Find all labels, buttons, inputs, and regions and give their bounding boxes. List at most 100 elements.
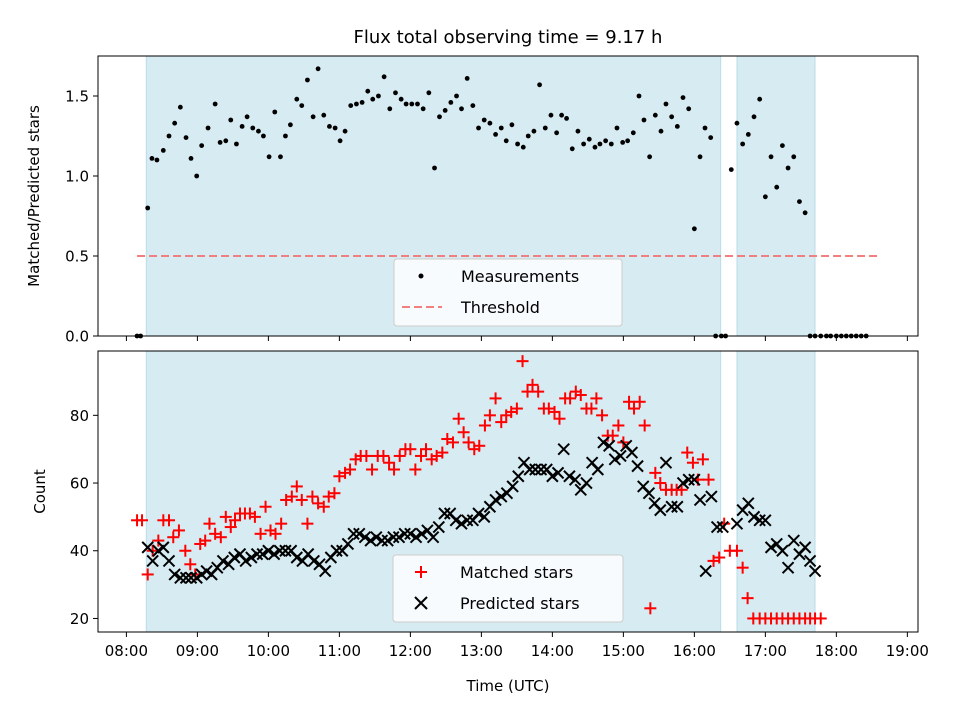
data-point-stroke [517,456,531,469]
data-point-stroke [580,476,593,490]
data-point-stroke [557,442,570,456]
top-panel-frame [97,55,919,337]
data-point [515,141,520,147]
data-point [446,436,459,449]
data-point [676,476,690,490]
data-point [426,90,432,96]
x-tick-label: 12:00 [389,642,432,660]
data-point [381,74,387,80]
data-point-stroke [279,544,292,557]
data-point [337,138,343,144]
data-point [366,463,379,476]
data-point [512,470,525,483]
legend-label-predicted: Predicted stars [460,594,580,613]
data-point [493,132,498,137]
data-point [575,128,581,134]
data-point [194,173,200,179]
y-tick-label: 0.5 [65,248,89,266]
data-point-stroke [239,554,252,568]
data-point-stroke [602,439,616,453]
data-point-stroke [273,544,286,557]
data-point-stroke [228,551,241,564]
data-point [641,117,647,123]
data-point-stroke [478,510,491,524]
data-point [328,487,341,500]
data-point-stroke [443,507,457,520]
data-point-stroke [631,459,644,473]
bottom-panel-y-ticks: 20 40 60 80 [70,407,98,628]
data-point-stroke [776,544,789,557]
data-point [403,101,409,107]
data-point [753,514,766,527]
data-point-stroke [330,544,343,557]
y-tick-label: 40 [70,542,89,560]
data-point [551,466,565,480]
data-point [473,439,486,452]
data-point [452,412,465,425]
data-point-stroke [625,446,639,459]
data-point [638,419,651,432]
data-point [136,514,149,527]
data-point [654,503,667,517]
data-point [141,541,154,554]
data-point-stroke [370,530,383,544]
data-point [287,122,293,128]
data-point [376,93,381,99]
data-point [460,514,474,527]
data-point [797,199,802,205]
data-point-stroke [759,514,772,527]
data-point [256,128,261,134]
data-point [574,389,587,402]
data-point [364,534,377,547]
data-point [686,456,699,469]
data-point-stroke [614,449,627,463]
data-point [478,510,491,524]
data-point [596,409,609,422]
data-point [449,514,463,527]
data-point [759,514,772,527]
data-point [606,429,619,442]
data-point [162,554,176,568]
data-point [710,520,724,534]
data-point [228,117,234,123]
data-point-stroke [250,547,264,561]
data-point [404,443,417,456]
data-point [779,143,785,149]
data-point [166,133,172,139]
data-point [415,449,428,462]
data-point [531,128,537,134]
data-point-stroke [438,507,451,520]
data-point-stroke [597,436,610,449]
observing-windows [145,55,816,337]
data-point [636,93,642,99]
data-point [787,534,800,547]
data-point [183,135,189,141]
data-point [462,436,475,449]
y-tick-label: 1.0 [65,168,89,186]
data-point [305,77,310,83]
x-tick-label: 13:00 [460,642,503,660]
data-point-stroke [347,527,360,541]
data-point [630,130,636,136]
data-point [310,114,316,120]
data-point [713,551,726,564]
data-point-stroke [409,530,423,544]
data-point [250,125,256,131]
y-tick-label: 0.0 [65,328,89,346]
x-tick-label: 09:00 [176,642,219,660]
data-point [602,439,616,453]
data-point-stroke [415,527,428,541]
data-point [489,392,502,405]
data-point-stroke [387,530,400,544]
data-point [671,500,684,513]
data-point [358,530,372,544]
data-point-stroke [358,530,372,544]
data-point-stroke [449,514,463,527]
data-point [699,564,712,578]
data-point-stroke [200,564,213,578]
data-point [736,561,749,574]
data-point-stroke [141,541,154,554]
data-point [426,530,440,544]
data-point [686,106,692,112]
data-point [146,544,159,557]
